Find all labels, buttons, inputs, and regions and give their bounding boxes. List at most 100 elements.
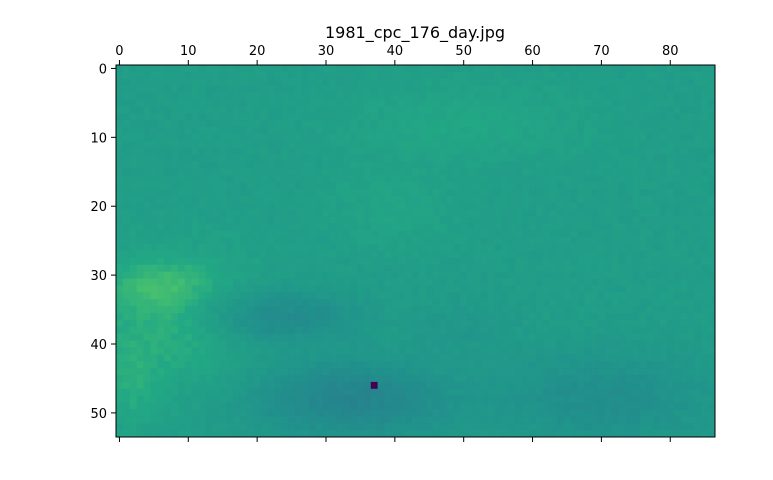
heatmap-cell bbox=[418, 306, 427, 314]
heatmap-cell bbox=[432, 140, 441, 149]
heatmap-cell bbox=[446, 168, 454, 176]
heatmap-cell bbox=[288, 368, 296, 376]
heatmap-cell bbox=[522, 195, 530, 204]
heatmap-cell bbox=[618, 368, 626, 376]
heatmap-cell bbox=[694, 278, 702, 286]
heatmap-cell bbox=[356, 361, 365, 369]
heatmap-cell bbox=[157, 175, 165, 183]
heatmap-cell bbox=[597, 140, 606, 149]
heatmap-cell bbox=[432, 271, 441, 280]
heatmap-cell bbox=[646, 402, 654, 410]
heatmap-cell bbox=[673, 223, 682, 231]
heatmap-cell bbox=[281, 140, 289, 149]
heatmap-cell bbox=[439, 209, 447, 218]
heatmap-cell bbox=[673, 368, 682, 376]
heatmap-cell bbox=[432, 106, 441, 114]
heatmap-cell bbox=[412, 278, 420, 286]
heatmap-cell bbox=[522, 140, 530, 149]
heatmap-cell bbox=[391, 154, 399, 162]
heatmap-cell bbox=[501, 333, 509, 342]
heatmap-cell bbox=[391, 354, 399, 362]
heatmap-cell bbox=[171, 216, 179, 224]
heatmap-cell bbox=[308, 99, 317, 107]
heatmap-cell bbox=[604, 161, 613, 169]
heatmap-cell bbox=[212, 388, 220, 397]
heatmap-cell bbox=[570, 78, 578, 87]
heatmap-cell bbox=[343, 319, 351, 328]
heatmap-cell bbox=[515, 326, 523, 335]
heatmap-cell bbox=[597, 423, 606, 431]
heatmap-cell bbox=[157, 92, 165, 100]
heatmap-cell bbox=[295, 195, 303, 204]
heatmap-cell bbox=[515, 292, 523, 300]
heatmap-cell bbox=[246, 237, 255, 245]
heatmap-cell bbox=[604, 402, 613, 410]
heatmap-cell bbox=[253, 354, 262, 362]
heatmap-cell bbox=[673, 106, 682, 114]
heatmap-cell bbox=[343, 285, 351, 293]
heatmap-cell bbox=[412, 120, 420, 128]
heatmap-cell bbox=[253, 381, 262, 390]
heatmap-cell bbox=[377, 381, 386, 390]
heatmap-cell bbox=[191, 306, 200, 314]
heatmap-cell bbox=[597, 278, 606, 286]
heatmap-cell bbox=[315, 168, 324, 176]
heatmap-cell bbox=[542, 140, 551, 149]
heatmap-cell bbox=[295, 368, 303, 376]
heatmap-cell bbox=[563, 85, 571, 94]
heatmap-cell bbox=[673, 375, 682, 383]
heatmap-cell bbox=[597, 285, 606, 293]
heatmap-cell bbox=[618, 147, 626, 156]
heatmap-cell bbox=[329, 354, 337, 362]
heatmap-cell bbox=[591, 313, 599, 321]
heatmap-cell bbox=[680, 85, 688, 94]
heatmap-cell bbox=[556, 209, 565, 218]
heatmap-cell bbox=[295, 340, 303, 348]
heatmap-cell bbox=[239, 423, 248, 431]
heatmap-cell bbox=[219, 237, 227, 245]
heatmap-cell bbox=[494, 195, 503, 204]
heatmap-cell bbox=[487, 175, 496, 183]
heatmap-cell bbox=[522, 271, 530, 280]
heatmap-cell bbox=[460, 326, 468, 335]
heatmap-cell bbox=[164, 402, 172, 410]
heatmap-cell bbox=[350, 106, 358, 114]
heatmap-cell bbox=[363, 127, 372, 135]
heatmap-cell bbox=[460, 92, 468, 100]
heatmap-cell bbox=[474, 278, 482, 286]
heatmap-cell bbox=[301, 85, 310, 94]
heatmap-cell bbox=[563, 133, 571, 142]
heatmap-cell bbox=[680, 133, 688, 142]
heatmap-cell bbox=[274, 168, 282, 176]
heatmap-cell bbox=[653, 409, 661, 417]
heatmap-cell bbox=[535, 375, 544, 383]
heatmap-cell bbox=[412, 326, 420, 335]
heatmap-cell bbox=[701, 271, 709, 280]
heatmap-cell bbox=[267, 375, 275, 383]
heatmap-cell bbox=[653, 395, 661, 404]
heatmap-cell bbox=[184, 361, 193, 369]
heatmap-cell bbox=[653, 306, 661, 314]
heatmap-cell bbox=[467, 340, 475, 348]
heatmap-cell bbox=[418, 278, 427, 286]
heatmap-cell bbox=[239, 299, 248, 307]
heatmap-cell bbox=[171, 209, 179, 218]
heatmap-cell bbox=[288, 99, 296, 107]
heatmap-cell bbox=[288, 140, 296, 149]
heatmap-cell bbox=[432, 147, 441, 156]
heatmap-cell bbox=[618, 244, 626, 252]
heatmap-cell bbox=[666, 78, 675, 87]
heatmap-cell bbox=[198, 147, 207, 156]
heatmap-cell bbox=[577, 278, 585, 286]
heatmap-cell bbox=[659, 402, 668, 410]
heatmap-cell bbox=[453, 209, 461, 218]
heatmap-cell bbox=[405, 168, 413, 176]
heatmap-cell bbox=[673, 168, 682, 176]
heatmap-cell bbox=[570, 271, 578, 280]
heatmap-cell bbox=[604, 299, 613, 307]
heatmap-cell bbox=[377, 209, 386, 218]
heatmap-cell bbox=[487, 285, 496, 293]
heatmap-cell bbox=[480, 361, 489, 369]
heatmap-cell bbox=[563, 65, 571, 73]
heatmap-cell bbox=[515, 430, 523, 438]
